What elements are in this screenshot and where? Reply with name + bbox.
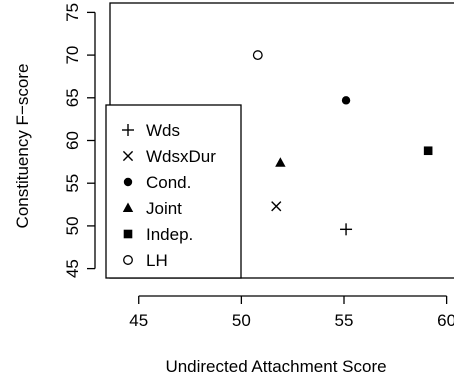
- legend-item: Joint: [122, 199, 182, 218]
- data-points: [252, 50, 433, 236]
- legend: Wds WdsxDur Cond. Joint Indep. LH: [105, 104, 242, 279]
- data-point-dot: [341, 96, 351, 105]
- y-axis-label: Constituency F−score: [13, 64, 32, 229]
- data-point-triangle: [275, 157, 286, 167]
- legend-label: Joint: [146, 199, 182, 218]
- y-tick-label: 55: [63, 174, 82, 193]
- x-tick-label: 55: [335, 311, 354, 330]
- data-point-square: [423, 146, 433, 156]
- legend-marker-circle: [123, 255, 133, 265]
- legend-item: WdsxDur: [122, 147, 216, 166]
- data-point-cross: [271, 201, 282, 212]
- legend-label: LH: [146, 251, 168, 270]
- legend-marker-dot: [123, 177, 133, 187]
- legend-marker-square: [123, 229, 133, 239]
- legend-label: Indep.: [146, 225, 193, 244]
- data-point-plus: [340, 223, 353, 236]
- legend-label: WdsxDur: [146, 147, 216, 166]
- y-tick-label: 45: [63, 259, 82, 278]
- y-tick-label: 50: [63, 216, 82, 235]
- y-tick-label: 75: [63, 3, 82, 22]
- y-tick-label: 60: [63, 131, 82, 150]
- legend-item: Indep.: [123, 225, 193, 244]
- data-point-circle: [252, 50, 263, 61]
- legend-marker-cross: [122, 150, 134, 162]
- x-tick-label: 60: [437, 311, 454, 330]
- legend-item: Cond.: [123, 173, 191, 192]
- x-tick-label: 50: [232, 311, 251, 330]
- axes: 45 50 55 60 45 50 55 60 65 70 75: [63, 2, 454, 330]
- x-tick-label: 45: [129, 311, 148, 330]
- legend-label: Wds: [146, 121, 180, 140]
- legend-label: Cond.: [146, 173, 191, 192]
- legend-item: LH: [123, 251, 168, 270]
- y-tick-label: 70: [63, 46, 82, 65]
- legend-marker-triangle: [122, 202, 134, 212]
- legend-marker-plus: [122, 124, 134, 136]
- legend-item: Wds: [122, 121, 180, 140]
- y-tick-label: 65: [63, 88, 82, 107]
- x-axis-label: Undirected Attachment Score: [165, 357, 386, 376]
